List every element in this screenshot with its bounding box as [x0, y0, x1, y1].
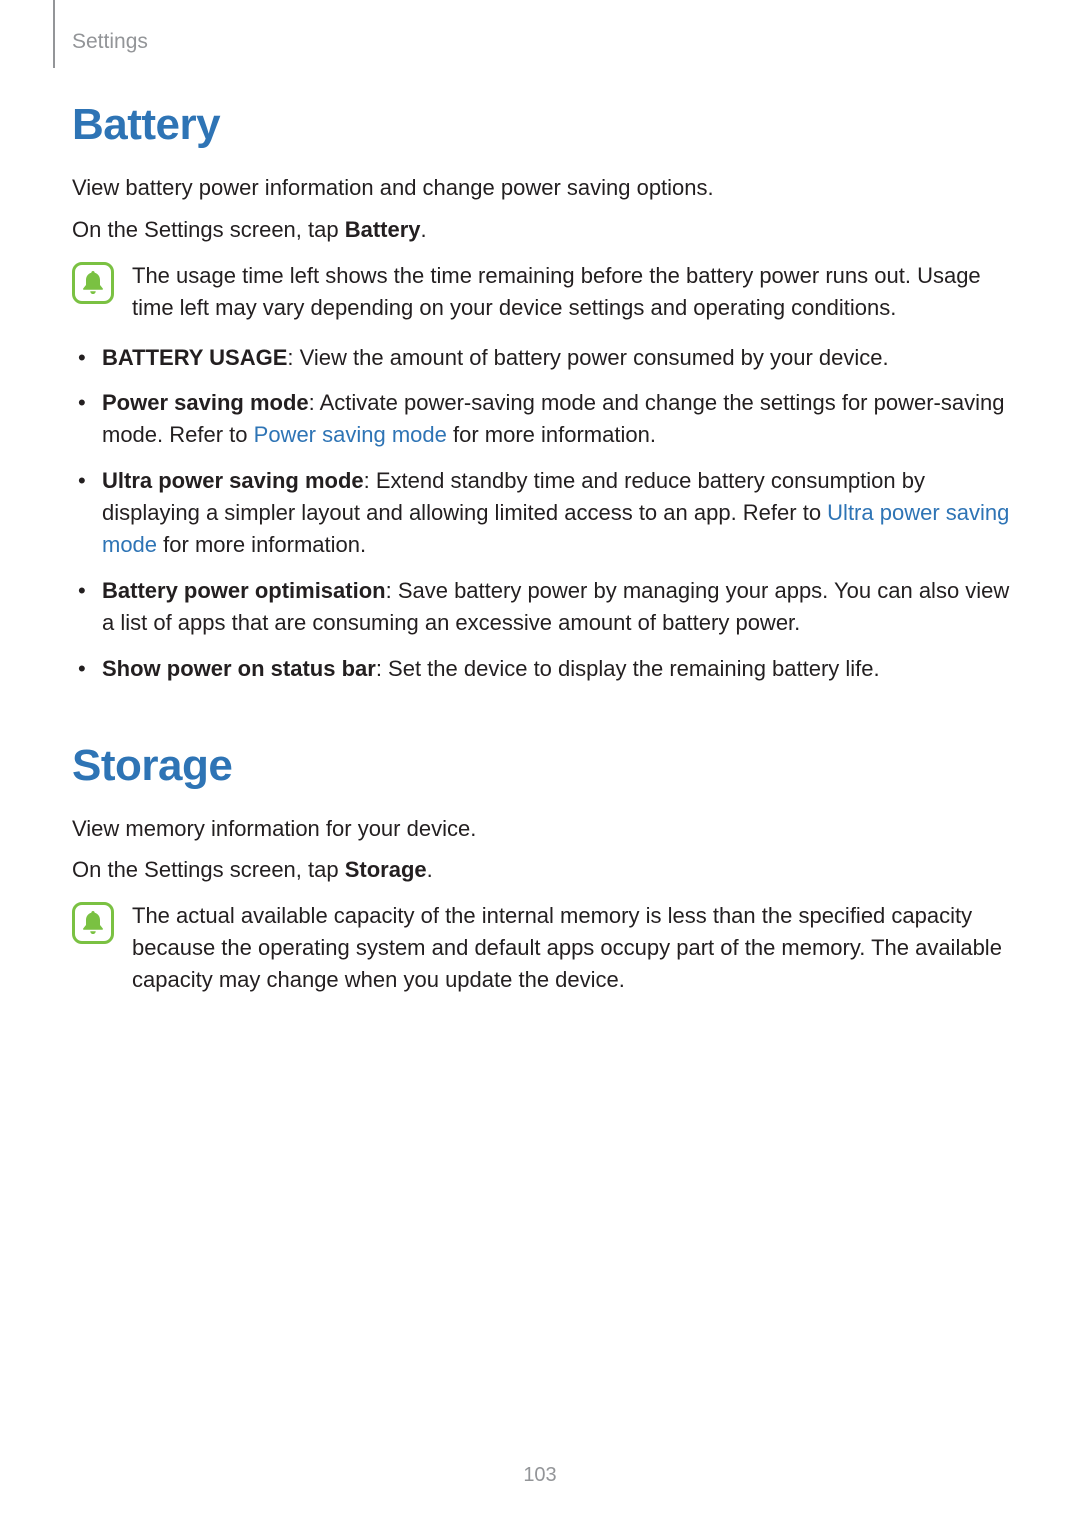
battery-intro: View battery power information and chang… [72, 172, 1012, 204]
item-text: for more information. [157, 532, 366, 557]
battery-note: The usage time left shows the time remai… [72, 260, 1012, 324]
list-item: Ultra power saving mode: Extend standby … [72, 465, 1012, 561]
battery-note-text: The usage time left shows the time remai… [132, 260, 1012, 324]
list-item: Power saving mode: Activate power-saving… [72, 387, 1012, 451]
item-label: BATTERY USAGE [102, 345, 287, 370]
storage-instruction-prefix: On the Settings screen, tap [72, 857, 345, 882]
item-text: for more information. [447, 422, 656, 447]
storage-intro: View memory information for your device. [72, 813, 1012, 845]
battery-instruction-prefix: On the Settings screen, tap [72, 217, 345, 242]
battery-instruction: On the Settings screen, tap Battery. [72, 214, 1012, 246]
storage-note-text: The actual available capacity of the int… [132, 900, 1012, 996]
note-bell-icon [72, 902, 114, 944]
item-label: Battery power optimisation [102, 578, 386, 603]
storage-instruction-suffix: . [427, 857, 433, 882]
item-text: : View the amount of battery power consu… [287, 345, 888, 370]
battery-bullets: BATTERY USAGE: View the amount of batter… [72, 342, 1012, 685]
page-number: 103 [0, 1464, 1080, 1487]
storage-section: Storage View memory information for your… [72, 741, 1012, 996]
storage-instruction: On the Settings screen, tap Storage. [72, 854, 1012, 886]
breadcrumb: Settings [72, 30, 148, 54]
item-label: Ultra power saving mode [102, 468, 364, 493]
battery-instruction-bold: Battery [345, 217, 421, 242]
storage-instruction-bold: Storage [345, 857, 427, 882]
storage-heading: Storage [72, 741, 1012, 791]
item-label: Show power on status bar [102, 656, 376, 681]
item-label: Power saving mode [102, 390, 309, 415]
list-item: BATTERY USAGE: View the amount of batter… [72, 342, 1012, 374]
item-text: : Set the device to display the remainin… [376, 656, 880, 681]
header-rule [53, 0, 55, 68]
battery-heading: Battery [72, 100, 1012, 150]
storage-note: The actual available capacity of the int… [72, 900, 1012, 996]
list-item: Show power on status bar: Set the device… [72, 653, 1012, 685]
note-bell-icon [72, 262, 114, 304]
list-item: Battery power optimisation: Save battery… [72, 575, 1012, 639]
battery-instruction-suffix: . [421, 217, 427, 242]
page-content: Battery View battery power information a… [72, 100, 1012, 1014]
power-saving-mode-link[interactable]: Power saving mode [254, 422, 447, 447]
